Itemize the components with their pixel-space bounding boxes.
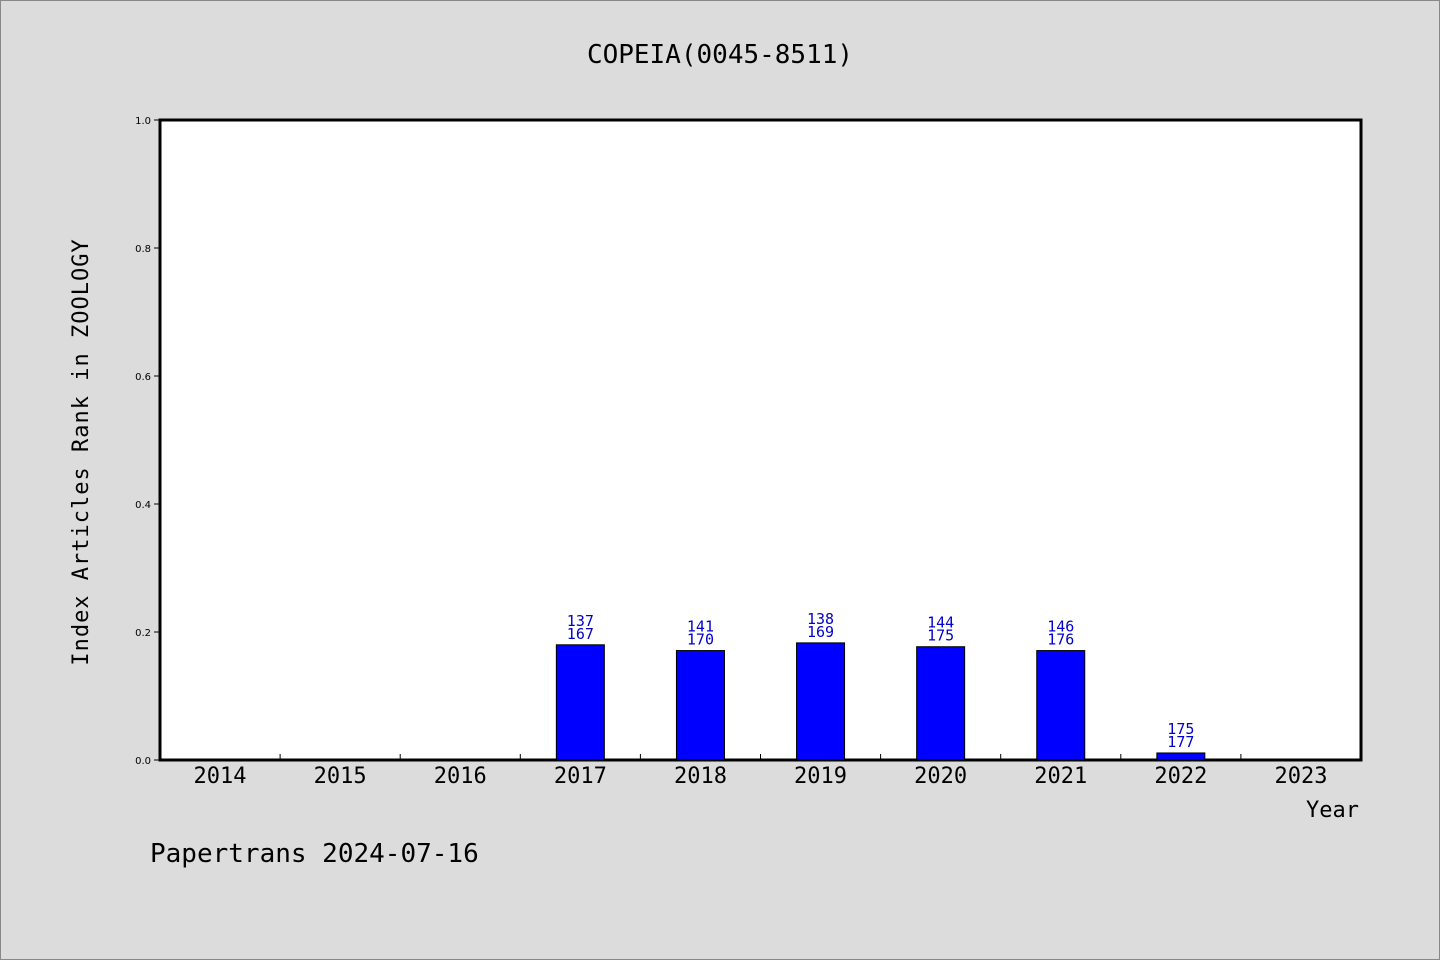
data-label-top: 141	[687, 618, 714, 636]
bar	[555, 644, 605, 761]
x-tick-label: 2018	[674, 764, 727, 789]
y-tick-label: 0.2	[135, 628, 151, 639]
bar	[1036, 650, 1086, 761]
y-axis-ticks: 0.0 0.2 0.4 0.6 0.8 1.0	[135, 116, 160, 767]
data-label-bottom: 177	[1167, 733, 1194, 751]
y-tick-label: 0.8	[135, 244, 151, 255]
y-tick-label: 1.0	[135, 116, 151, 127]
footer-text: Papertrans 2024-07-16	[150, 839, 479, 869]
x-tick-label: 2020	[914, 764, 967, 789]
chart-title: COPEIA(0045-8511)	[587, 40, 853, 70]
data-label-bottom: 170	[687, 631, 714, 649]
bars	[555, 642, 1206, 761]
data-label-top: 137	[567, 612, 594, 630]
y-axis-label: Index Articles Rank in ZOOLOGY	[69, 238, 94, 665]
data-label-top: 144	[927, 614, 954, 632]
x-tick-label: 2019	[794, 764, 847, 789]
x-tick-label: 2015	[314, 764, 367, 789]
bar	[675, 650, 725, 761]
data-label-bottom: 169	[807, 623, 834, 641]
data-label-top: 138	[807, 610, 834, 628]
data-label-top: 175	[1167, 720, 1194, 738]
x-tick-label: 2014	[194, 764, 247, 789]
x-tick-label: 2023	[1274, 764, 1327, 789]
x-tick-label: 2017	[554, 764, 607, 789]
y-tick-label: 0.6	[135, 372, 151, 383]
x-tick-label: 2016	[434, 764, 487, 789]
x-axis-ticks: 2014 2015 2016 2017 2018 2019 2020 2021 2022 2023	[194, 754, 1327, 789]
bar	[796, 642, 846, 761]
bar	[1156, 752, 1206, 761]
x-tick-label: 2022	[1154, 764, 1207, 789]
y-tick-label: 0.0	[135, 756, 151, 767]
x-axis-label: Year	[1306, 798, 1359, 823]
y-tick-label: 0.4	[135, 500, 151, 511]
x-tick-label: 2021	[1034, 764, 1087, 789]
data-label-bottom: 167	[567, 625, 594, 643]
data-label-bottom: 175	[927, 627, 954, 645]
plot-area	[158, 118, 1363, 762]
data-label-top: 146	[1047, 618, 1074, 636]
data-label-bottom: 176	[1047, 631, 1074, 649]
bar	[916, 646, 966, 761]
